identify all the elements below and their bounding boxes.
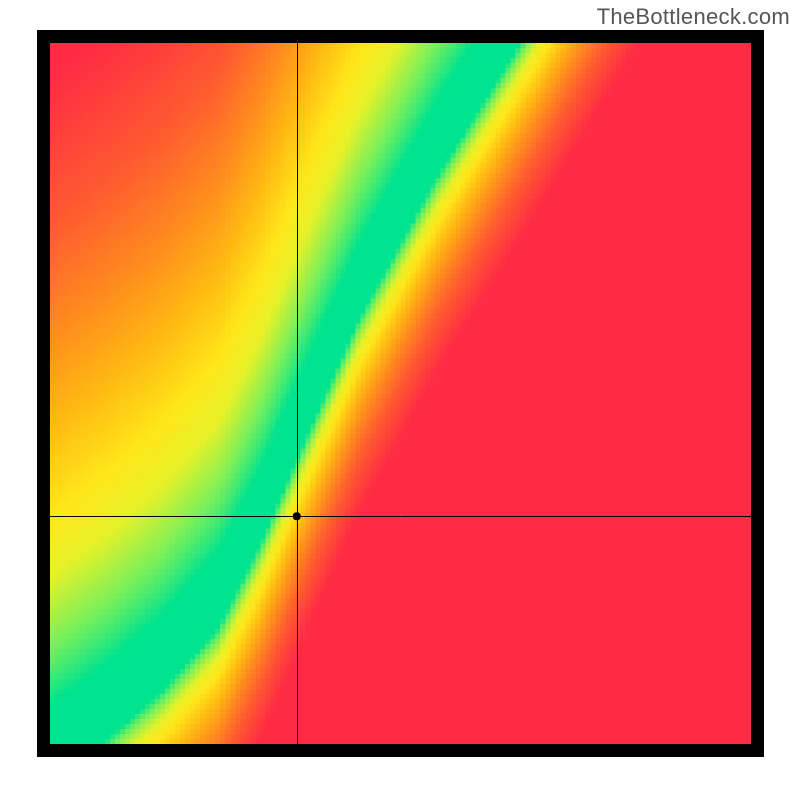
figure-root: TheBottleneck.com bbox=[0, 0, 800, 800]
crosshair-canvas bbox=[50, 43, 751, 744]
watermark-text: TheBottleneck.com bbox=[597, 4, 790, 30]
